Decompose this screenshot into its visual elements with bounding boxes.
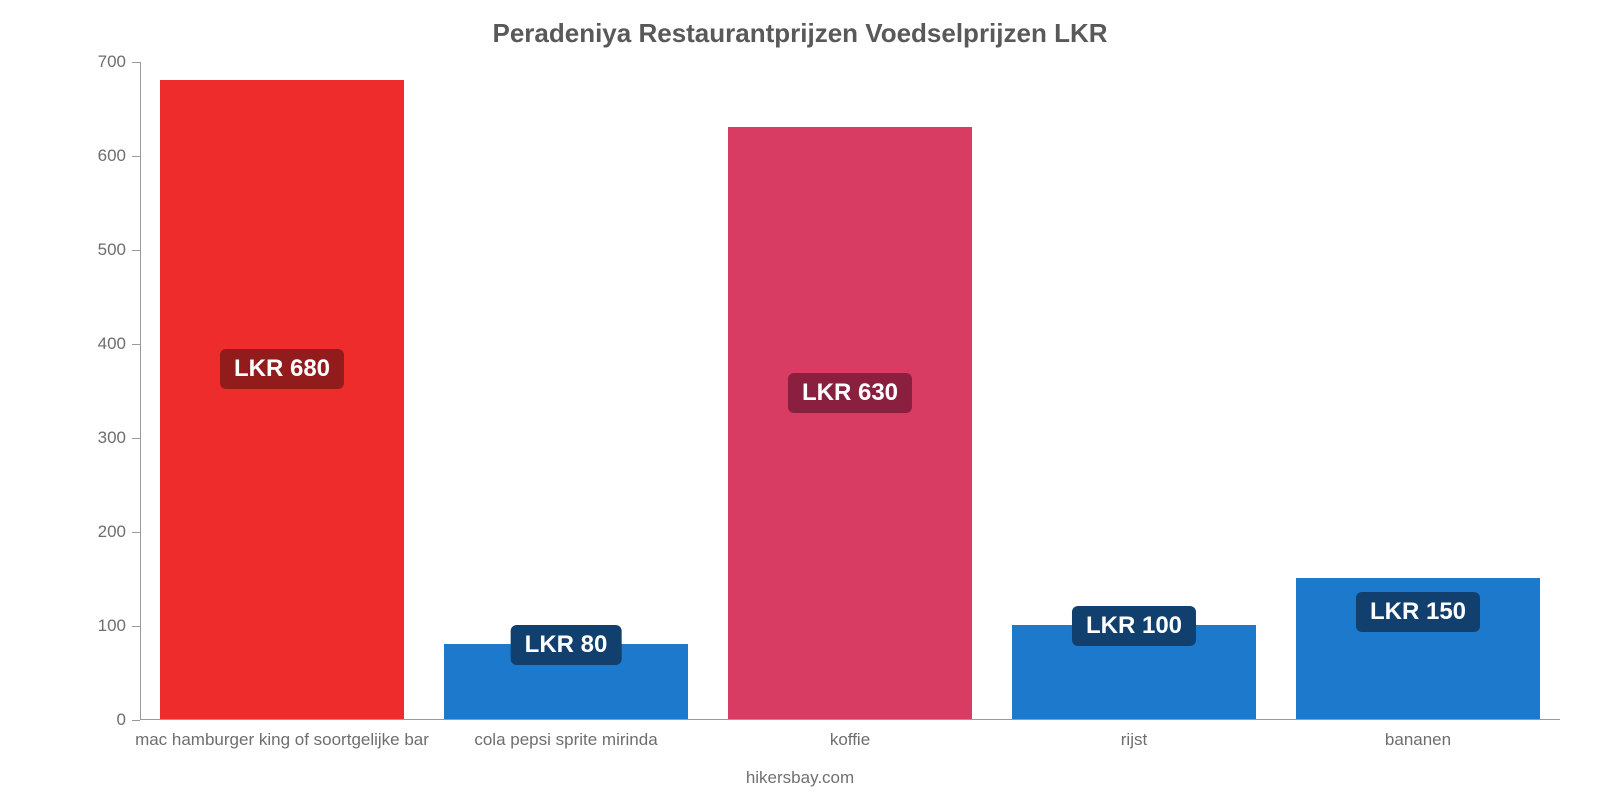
y-tick-label: 500	[98, 240, 126, 260]
y-tick	[132, 720, 140, 721]
price-bar-chart: Peradeniya Restaurantprijzen Voedselprij…	[0, 0, 1600, 800]
y-tick-label: 100	[98, 616, 126, 636]
bar	[160, 80, 404, 719]
y-tick-label: 0	[117, 710, 126, 730]
y-tick	[132, 626, 140, 627]
chart-title: Peradeniya Restaurantprijzen Voedselprij…	[0, 18, 1600, 49]
value-badge: LKR 80	[511, 625, 622, 665]
x-tick-label: cola pepsi sprite mirinda	[474, 730, 657, 750]
y-tick	[132, 532, 140, 533]
value-badge: LKR 100	[1072, 606, 1196, 646]
value-badge: LKR 630	[788, 373, 912, 413]
y-tick-label: 700	[98, 52, 126, 72]
x-tick-label: rijst	[1121, 730, 1147, 750]
x-tick-label: bananen	[1385, 730, 1451, 750]
y-tick-label: 200	[98, 522, 126, 542]
x-tick-label: koffie	[830, 730, 870, 750]
y-tick	[132, 62, 140, 63]
y-tick	[132, 438, 140, 439]
chart-footer: hikersbay.com	[0, 768, 1600, 788]
y-tick	[132, 250, 140, 251]
y-tick	[132, 344, 140, 345]
value-badge: LKR 150	[1356, 592, 1480, 632]
y-tick-label: 400	[98, 334, 126, 354]
y-tick-label: 600	[98, 146, 126, 166]
x-tick-label: mac hamburger king of soortgelijke bar	[135, 730, 429, 750]
plot-area: 0100200300400500600700mac hamburger king…	[140, 62, 1560, 720]
bar	[728, 127, 972, 719]
y-tick	[132, 156, 140, 157]
y-tick-label: 300	[98, 428, 126, 448]
y-axis-line	[140, 62, 141, 720]
value-badge: LKR 680	[220, 349, 344, 389]
x-axis-line	[140, 719, 1560, 720]
